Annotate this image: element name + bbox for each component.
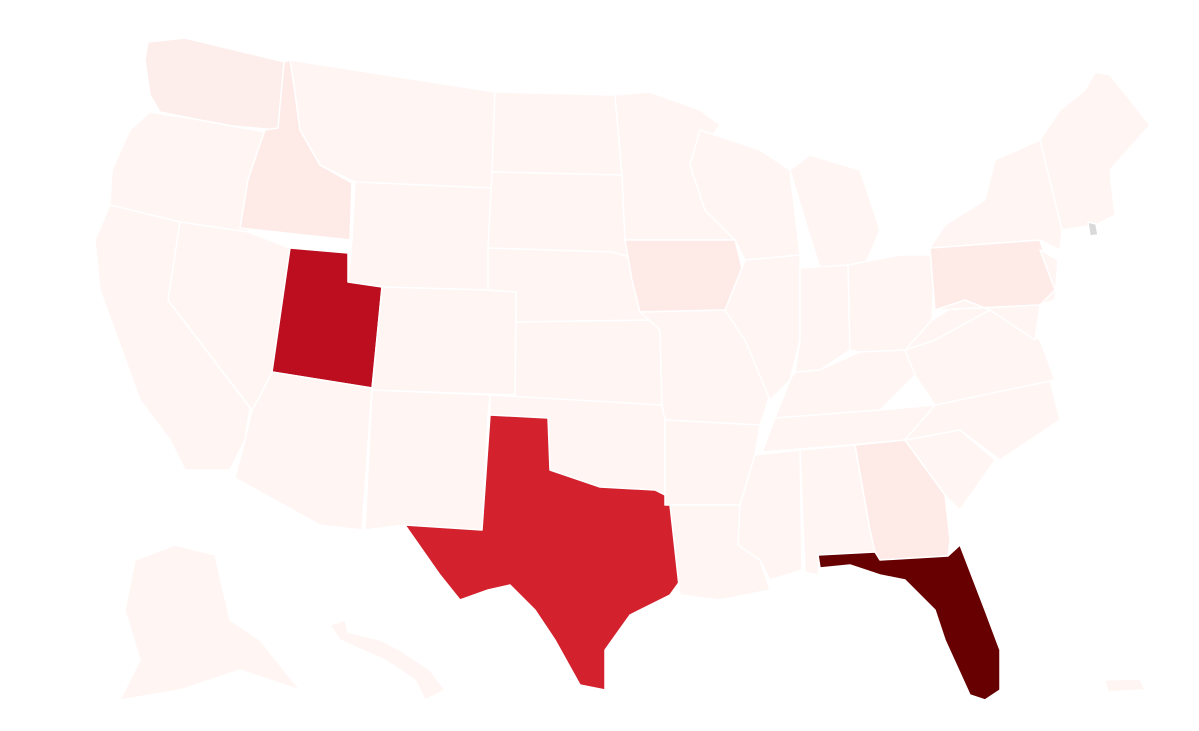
state-nd[interactable] xyxy=(491,91,623,176)
state-sd[interactable] xyxy=(487,171,641,261)
state-hi[interactable] xyxy=(329,619,446,701)
state-nj[interactable] xyxy=(1039,249,1059,306)
state-ak[interactable] xyxy=(119,544,301,701)
state-co[interactable] xyxy=(371,286,517,396)
state-pa[interactable] xyxy=(929,239,1056,311)
state-mi[interactable] xyxy=(789,154,881,269)
state-md[interactable] xyxy=(934,299,1041,341)
state-in[interactable] xyxy=(794,264,851,373)
state-ia[interactable] xyxy=(624,239,746,313)
state-tx[interactable] xyxy=(404,414,689,691)
state-ne-eng[interactable] xyxy=(1039,71,1151,231)
state-wy[interactable] xyxy=(347,181,493,291)
state-fl[interactable] xyxy=(817,544,1001,701)
state-az[interactable] xyxy=(234,371,373,531)
state-pr[interactable] xyxy=(1104,678,1146,693)
state-ri[interactable] xyxy=(1087,221,1099,237)
state-ny[interactable] xyxy=(929,139,1063,251)
state-ky[interactable] xyxy=(774,349,916,419)
state-nm[interactable] xyxy=(364,389,491,531)
state-ks[interactable] xyxy=(514,319,663,406)
